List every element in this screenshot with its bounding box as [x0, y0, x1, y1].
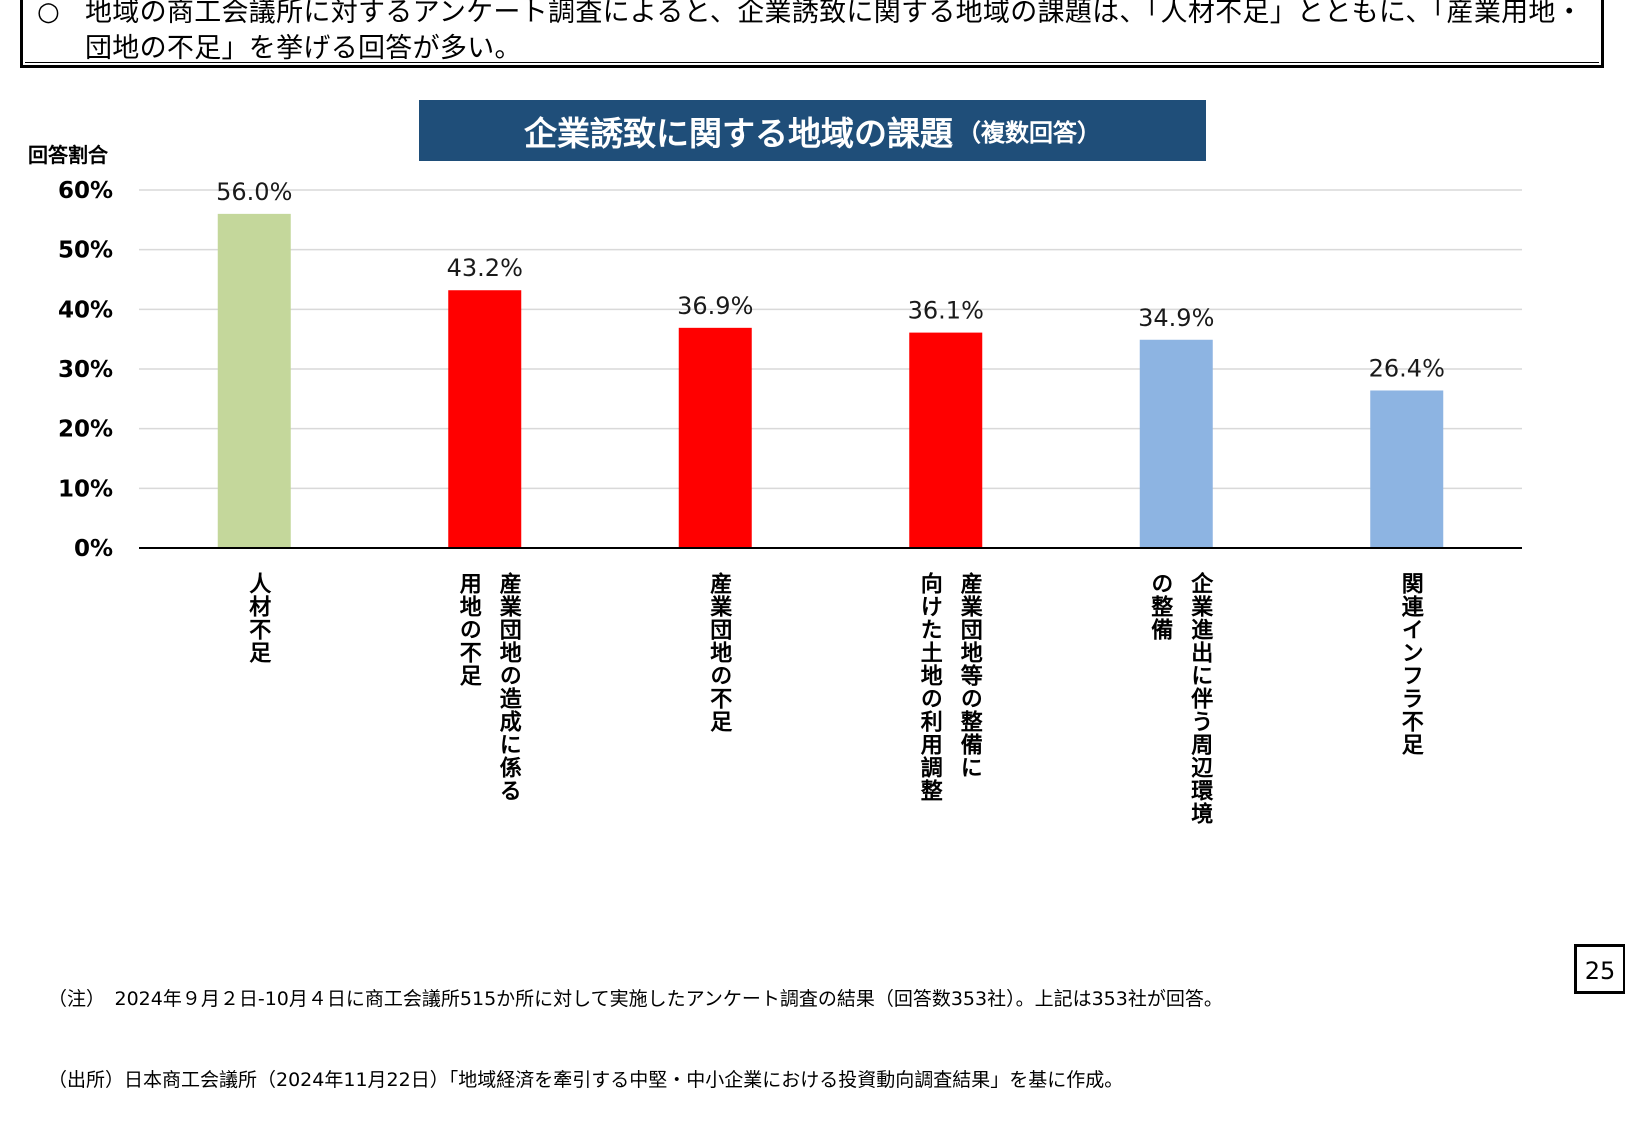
summary-text: 地域の商工会議所に対するアンケート調査によると、企業誘致に関する地域の課題は、「… — [85, 0, 1584, 64]
category-label: 産業団地等の整備に 向けた土地の利用調整 — [916, 572, 982, 802]
y-tick-label: 0% — [74, 536, 113, 562]
source-text: （出所）日本商工会議所（2024年11月22日）「地域経済を牽引する中堅・中小企… — [48, 1069, 1124, 1091]
category-label: 企業進出に伴う周辺環境 の整備 — [1147, 572, 1213, 825]
bar — [909, 332, 983, 548]
bullet-circle-icon: ○ — [37, 0, 60, 27]
bar — [678, 327, 752, 548]
chart-title-banner: 企業誘致に関する地域の課題 （複数回答） — [419, 100, 1206, 161]
chart-title: 企業誘致に関する地域の課題 — [524, 113, 953, 153]
notes-block: （注） 2024年９月２日-10月４日に商工会議所515か所に対して実施したアン… — [48, 932, 1223, 1121]
bar-chart: 0% 10% 20% 30% 40% 50% 60% 56.0% 43.2% 36.9% 36.1%… — [58, 178, 1522, 562]
chart-subtitle: （複数回答） — [957, 119, 1101, 147]
data-label: 26.4% — [1369, 354, 1445, 382]
bar — [448, 290, 522, 548]
note-text: （注） 2024年９月２日-10月４日に商工会議所515か所に対して実施したアン… — [48, 988, 1223, 1010]
bar — [1370, 390, 1444, 548]
data-label: 34.9% — [1138, 304, 1214, 332]
category-label: 産業団地の不足 — [706, 572, 732, 733]
data-label: 43.2% — [447, 254, 523, 282]
y-axis-label: 回答割合 — [28, 143, 108, 167]
y-tick-label: 50% — [58, 238, 113, 264]
bar — [217, 213, 291, 548]
data-label: 36.1% — [908, 297, 984, 325]
category-label: 関連インフラ不足 — [1397, 572, 1423, 756]
category-label: 人材不足 — [245, 572, 271, 664]
data-label: 36.9% — [677, 292, 753, 320]
y-tick-label: 20% — [58, 417, 113, 443]
y-tick-label: 60% — [58, 178, 113, 204]
data-label: 56.0% — [216, 178, 292, 206]
y-tick-label: 30% — [58, 357, 113, 383]
bar — [1139, 339, 1213, 548]
category-label: 産業団地の造成に係る 用地の不足 — [455, 572, 521, 802]
summary-box: ○ 地域の商工会議所に対するアンケート調査によると、企業誘致に関する地域の課題は… — [20, 0, 1604, 68]
y-tick-label: 40% — [58, 297, 113, 323]
y-tick-label: 10% — [58, 476, 113, 502]
page-number: 25 — [1574, 944, 1625, 994]
